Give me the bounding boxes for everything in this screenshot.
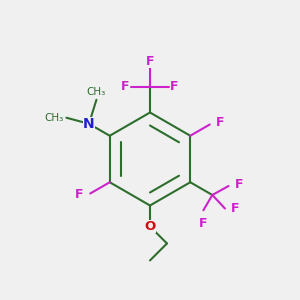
Text: F: F [216, 116, 225, 130]
Text: CH₃: CH₃ [87, 87, 106, 97]
Text: F: F [235, 178, 243, 191]
Text: F: F [231, 202, 239, 215]
Text: F: F [146, 55, 154, 68]
Text: F: F [170, 80, 179, 94]
Text: F: F [199, 217, 208, 230]
Text: N: N [83, 117, 95, 131]
Text: F: F [121, 80, 130, 94]
Text: CH₃: CH₃ [44, 113, 63, 123]
Text: F: F [75, 188, 84, 202]
Text: O: O [144, 220, 156, 233]
